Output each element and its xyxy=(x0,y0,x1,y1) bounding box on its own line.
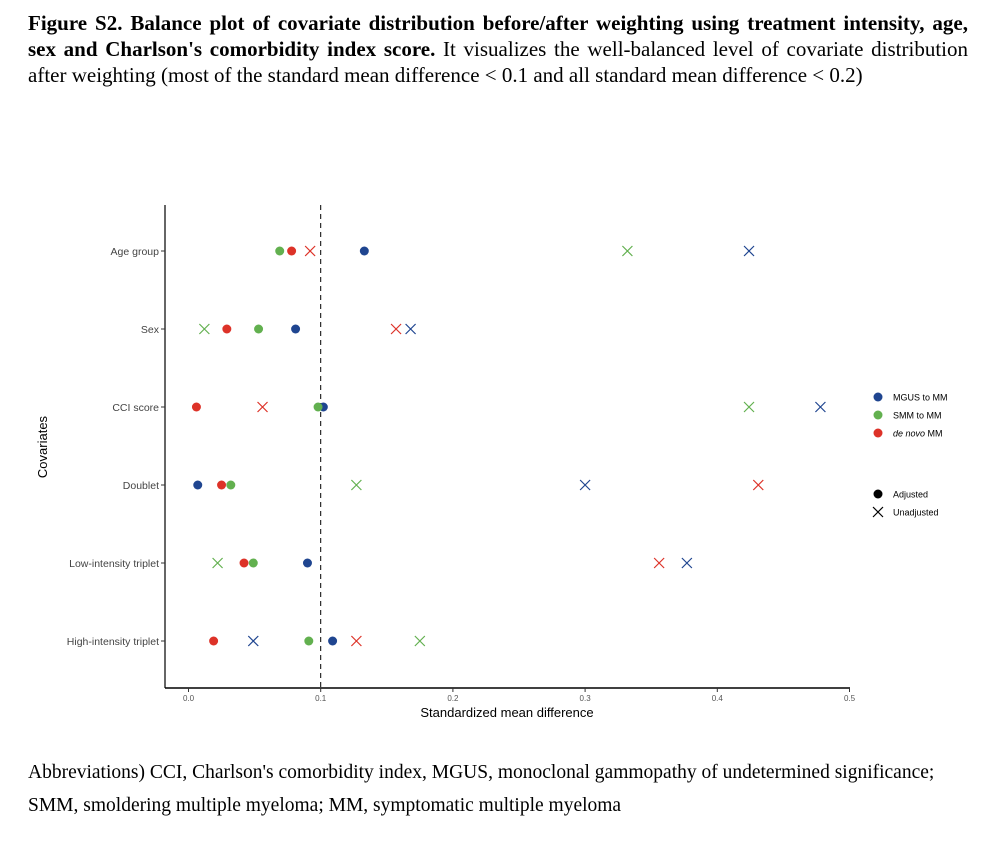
x-axis-title: Standardized mean difference xyxy=(420,705,593,720)
adjusted-point-smm-to-mm xyxy=(254,324,264,334)
adjusted-point-smm-to-mm xyxy=(275,246,285,256)
adjusted-point-mgus-to-mm xyxy=(328,636,338,646)
y-tick-label: High-intensity triplet xyxy=(67,636,159,648)
adjusted-point-smm-to-mm xyxy=(248,558,258,568)
adjusted-point-smm-to-mm xyxy=(313,402,323,412)
unadjusted-point-smm-to-mm xyxy=(198,323,210,335)
unadjusted-point-de-novo-mm xyxy=(350,635,362,647)
x-tick-label: 0.0 xyxy=(183,694,195,703)
x-tick-label: 0.3 xyxy=(580,694,592,703)
adjusted-point-mgus-to-mm xyxy=(302,558,312,568)
unadjusted-point-de-novo-mm xyxy=(390,323,402,335)
x-tick-label: 0.1 xyxy=(315,694,327,703)
legend-adjusted-marker xyxy=(873,489,883,499)
legend-marker xyxy=(873,410,883,420)
unadjusted-point-mgus-to-mm xyxy=(579,479,591,491)
adjusted-point-smm-to-mm xyxy=(304,636,314,646)
legend-label: de novo MM xyxy=(893,429,943,439)
y-tick-label: Age group xyxy=(111,246,160,258)
unadjusted-point-de-novo-mm xyxy=(653,557,665,569)
unadjusted-point-de-novo-mm xyxy=(752,479,764,491)
caption-title: Figure S2. Balance plot of covariate dis… xyxy=(28,11,968,61)
legend-adjusted-label: Adjusted xyxy=(893,490,928,500)
unadjusted-point-smm-to-mm xyxy=(621,245,633,257)
y-tick-label: Doublet xyxy=(123,480,159,492)
unadjusted-point-smm-to-mm xyxy=(414,635,426,647)
unadjusted-point-mgus-to-mm xyxy=(814,401,826,413)
unadjusted-point-mgus-to-mm xyxy=(743,245,755,257)
legend-marker xyxy=(873,392,883,402)
x-tick-label: 0.4 xyxy=(712,694,724,703)
caption-body: It visualizes the well-balanced level of… xyxy=(28,37,968,87)
legend-unadjusted-label: Unadjusted xyxy=(893,508,939,518)
adjusted-point-mgus-to-mm xyxy=(193,480,203,490)
x-tick-label: 0.5 xyxy=(844,694,856,703)
unadjusted-point-mgus-to-mm xyxy=(405,323,417,335)
adjusted-point-de-novo-mm xyxy=(239,558,249,568)
adjusted-point-mgus-to-mm xyxy=(291,324,301,334)
legend-label: SMM to MM xyxy=(893,411,942,421)
y-tick-label: Sex xyxy=(141,324,160,336)
legend-unadjusted-marker xyxy=(872,506,884,518)
adjusted-point-de-novo-mm xyxy=(209,636,219,646)
unadjusted-point-mgus-to-mm xyxy=(247,635,259,647)
adjusted-point-de-novo-mm xyxy=(287,246,297,256)
abbreviations-text: Abbreviations) CCI, Charlson's comorbidi… xyxy=(28,762,935,816)
legend-label: MGUS to MM xyxy=(893,393,948,403)
y-axis-title: Covariates xyxy=(35,415,50,478)
y-tick-label: CCI score xyxy=(112,402,159,414)
unadjusted-point-smm-to-mm xyxy=(350,479,362,491)
adjusted-point-mgus-to-mm xyxy=(359,246,369,256)
legend-marker xyxy=(873,428,883,438)
unadjusted-point-smm-to-mm xyxy=(743,401,755,413)
adjusted-point-de-novo-mm xyxy=(217,480,227,490)
unadjusted-point-mgus-to-mm xyxy=(681,557,693,569)
y-tick-label: Low-intensity triplet xyxy=(69,558,159,570)
unadjusted-point-de-novo-mm xyxy=(257,401,268,413)
unadjusted-point-de-novo-mm xyxy=(304,245,316,257)
x-tick-label: 0.2 xyxy=(447,694,459,703)
adjusted-point-de-novo-mm xyxy=(222,324,232,334)
unadjusted-point-smm-to-mm xyxy=(212,557,224,569)
adjusted-point-smm-to-mm xyxy=(226,480,236,490)
adjusted-point-de-novo-mm xyxy=(191,402,201,412)
figure-caption: Figure S2. Balance plot of covariate dis… xyxy=(28,10,968,88)
